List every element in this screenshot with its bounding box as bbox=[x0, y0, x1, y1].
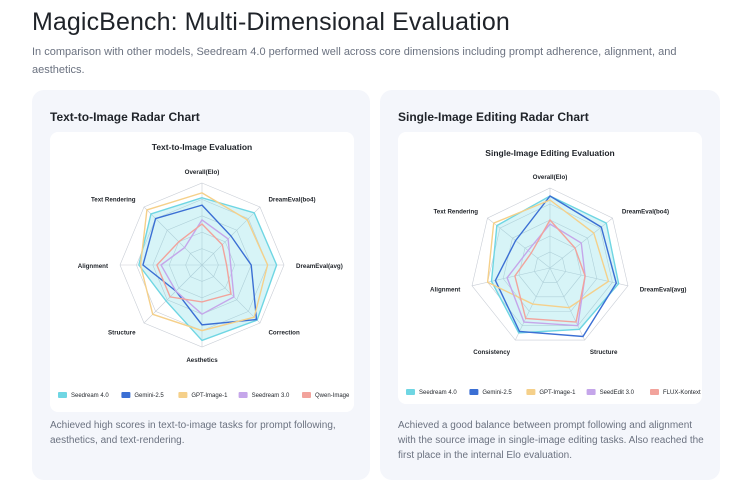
radar-grid-ring bbox=[534, 251, 566, 283]
radar-spoke bbox=[549, 267, 585, 341]
radar-series-gemini-2-5 bbox=[494, 195, 618, 338]
card-description: Achieved a good balance between prompt f… bbox=[398, 420, 704, 461]
legend-entry: Seedream 4.0 bbox=[71, 393, 109, 399]
chart-title: Text-to-Image Evaluation bbox=[152, 142, 252, 152]
legend-swatch bbox=[406, 389, 415, 395]
legend-swatch bbox=[302, 392, 311, 398]
radar-series-seedream-3-0 bbox=[160, 218, 235, 316]
radar-spoke bbox=[549, 267, 629, 287]
legend-entry: GPT-Image-1 bbox=[191, 393, 228, 399]
axis-label: Consistency bbox=[473, 349, 510, 356]
legend-swatch bbox=[238, 392, 248, 398]
radar-series-gemini-2-5 bbox=[142, 204, 258, 326]
legend-entry: GPT-Image-1 bbox=[539, 390, 576, 396]
legend-swatch bbox=[58, 392, 67, 398]
chart-title: Single-Image Editing Evaluation bbox=[485, 148, 614, 158]
radar-spoke bbox=[471, 267, 551, 287]
card-title: Single-Image Editing Radar Chart bbox=[398, 110, 589, 124]
axis-label: Text Rendering bbox=[433, 209, 478, 216]
legend-swatch bbox=[586, 389, 596, 395]
legend-entry: Gemini-2.5 bbox=[134, 393, 164, 399]
radar-series-qwen-image bbox=[156, 223, 232, 303]
radar-spoke bbox=[143, 206, 203, 266]
radar-grid-ring bbox=[487, 203, 613, 326]
legend-entry: SeedEdit 3.0 bbox=[600, 390, 635, 396]
axis-label: Overall(Elo) bbox=[533, 174, 568, 181]
radar-spoke bbox=[487, 217, 551, 269]
axis-label: Aesthetics bbox=[186, 357, 218, 364]
axis-label: Alignment bbox=[78, 263, 108, 270]
axis-label: Structure bbox=[108, 329, 136, 336]
legend-entry: Gemini-2.5 bbox=[482, 390, 512, 396]
radar-spoke bbox=[143, 264, 203, 324]
radar-series-seedream-4-0 bbox=[138, 197, 278, 342]
single-image-editing-radar-chart: Single-Image Editing Evaluation Overall(E… bbox=[406, 148, 701, 396]
axis-label: Structure bbox=[590, 349, 618, 356]
axis-label: Text Rendering bbox=[91, 197, 136, 204]
legend-swatch bbox=[469, 389, 479, 395]
radar-series-gpt-image-1 bbox=[486, 199, 610, 309]
legend-entry: FLUX-Kontext bbox=[663, 390, 701, 396]
radar-series-flux-kontext bbox=[514, 218, 586, 323]
text-to-image-chart-panel: Text-to-Image Evaluation Overall(Elo) Drea… bbox=[50, 132, 354, 412]
legend-entry: Seedream 3.0 bbox=[252, 393, 290, 399]
axis-label: Correction bbox=[268, 329, 300, 336]
single-image-editing-chart-panel: Single-Image Editing Evaluation Overall(E… bbox=[398, 132, 702, 404]
legend-entry: Qwen-Image bbox=[315, 393, 350, 399]
axis-label: DreamEval(avg) bbox=[640, 286, 687, 293]
card-title: Text-to-Image Radar Chart bbox=[50, 110, 200, 124]
axis-label: DreamEval(bo4) bbox=[268, 197, 315, 204]
legend-swatch bbox=[526, 389, 536, 395]
radar-grid-ring bbox=[471, 187, 629, 341]
page-title: MagicBench: Multi-Dimensional Evaluation bbox=[32, 8, 510, 36]
radar-series-gpt-image-1 bbox=[139, 192, 269, 332]
axis-label: DreamEval(bo4) bbox=[622, 209, 669, 216]
radar-series-seededit-3-0 bbox=[506, 223, 586, 327]
text-to-image-radar-chart: Text-to-Image Evaluation Overall(Elo) Drea… bbox=[58, 142, 350, 399]
axis-label: Alignment bbox=[430, 286, 460, 293]
text-to-image-card: Text-to-Image Radar Chart Text-to-Image … bbox=[32, 90, 370, 480]
page-subtitle: In comparison with other models, Seedrea… bbox=[32, 46, 677, 76]
axis-label: Overall(Elo) bbox=[185, 169, 220, 176]
legend-swatch bbox=[178, 392, 188, 398]
radar-grid-ring bbox=[502, 219, 598, 312]
legend-swatch bbox=[650, 389, 659, 395]
legend-entry: Seedream 4.0 bbox=[419, 390, 457, 396]
single-image-editing-card: Single-Image Editing Radar Chart Single-… bbox=[380, 90, 720, 480]
card-description: Achieved high scores in text-to-image ta… bbox=[50, 420, 336, 446]
axis-label: DreamEval(avg) bbox=[296, 263, 343, 270]
legend-swatch bbox=[121, 392, 131, 398]
